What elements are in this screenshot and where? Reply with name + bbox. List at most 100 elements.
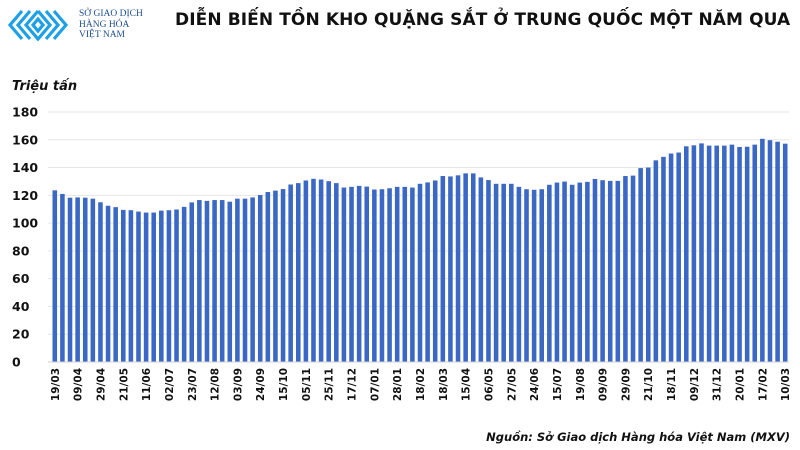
bar <box>775 141 780 362</box>
y-tick-label: 0 <box>12 355 21 370</box>
x-tick-label: 24/09 <box>255 368 267 401</box>
bar <box>547 184 552 362</box>
bar <box>250 197 255 362</box>
bar <box>691 145 697 362</box>
bar <box>653 160 659 362</box>
bar <box>189 202 195 362</box>
chart-title: DIỄN BIẾN TỒN KHO QUẶNG SẮT Ở TRUNG QUỐC… <box>175 10 791 30</box>
x-tick-label: 09/12 <box>689 368 701 401</box>
bar <box>782 143 788 362</box>
bar <box>539 189 545 362</box>
bar <box>722 145 727 362</box>
x-tick-label: 23/07 <box>187 368 199 401</box>
mxv-logo <box>8 9 69 42</box>
bar <box>440 176 446 362</box>
bar <box>767 140 773 362</box>
bar <box>387 188 392 362</box>
x-tick-label: 25/11 <box>324 368 336 401</box>
x-tick-label: 02/07 <box>164 368 176 401</box>
x-tick-label: 18/03 <box>438 368 450 401</box>
bar <box>410 187 415 362</box>
bar <box>394 186 400 362</box>
x-tick-label: 12/08 <box>210 368 222 401</box>
bar <box>143 212 149 362</box>
bar <box>714 145 720 362</box>
bar <box>402 186 408 362</box>
bar <box>645 167 651 362</box>
bar <box>501 183 506 362</box>
bar <box>432 180 438 362</box>
bar <box>638 168 643 362</box>
bar <box>562 181 567 362</box>
x-tick-label: 15/10 <box>278 368 290 401</box>
y-tick-label: 40 <box>12 299 30 314</box>
bar <box>288 184 293 362</box>
bar <box>668 153 674 362</box>
bar <box>227 201 233 362</box>
x-tick-label: 28/01 <box>392 368 404 401</box>
bar <box>235 198 240 362</box>
x-tick-label: 05/11 <box>301 368 313 401</box>
y-tick-label: 180 <box>12 105 38 120</box>
bar <box>197 200 202 362</box>
bar <box>257 195 263 362</box>
bar <box>569 184 575 362</box>
bar <box>82 197 88 362</box>
bar <box>661 156 666 362</box>
bar <box>463 173 468 362</box>
bar <box>75 197 80 362</box>
bar <box>159 210 164 362</box>
x-tick-label: 07/01 <box>369 368 381 401</box>
bar <box>60 193 65 362</box>
bar <box>623 176 628 362</box>
x-tick-label: 09/09 <box>598 368 610 401</box>
bar <box>181 206 187 362</box>
x-tick-label: 21/10 <box>643 368 655 401</box>
x-tick-label: 17/02 <box>757 368 769 401</box>
y-tick-label: 20 <box>12 327 30 342</box>
bar <box>52 190 58 362</box>
x-tick-label: 11/06 <box>141 368 153 401</box>
x-tick-label: 31/12 <box>712 368 724 401</box>
x-tick-label: 29/09 <box>620 368 632 401</box>
bar <box>585 181 590 362</box>
x-tick-label: 19/03 <box>50 368 62 401</box>
bar <box>760 138 765 362</box>
y-tick-label: 140 <box>12 160 38 175</box>
bar <box>364 186 370 362</box>
bar <box>212 200 217 362</box>
bar <box>676 152 681 362</box>
bar <box>136 211 141 362</box>
bar <box>615 180 621 362</box>
bar <box>630 175 636 362</box>
y-tick-label: 160 <box>12 132 38 147</box>
bar <box>729 144 735 362</box>
y-tick-label: 100 <box>12 216 38 231</box>
y-tick-label: 60 <box>12 271 30 286</box>
bar <box>592 178 598 362</box>
bar <box>90 198 96 362</box>
bar <box>174 209 179 362</box>
x-tick-label: 19/08 <box>575 368 587 401</box>
bar <box>486 180 491 362</box>
x-tick-label: 21/05 <box>118 368 130 401</box>
bar <box>265 192 271 362</box>
x-tick-label: 10/03 <box>780 368 792 401</box>
bar <box>280 189 286 362</box>
bar <box>752 144 758 362</box>
bar <box>379 189 385 362</box>
bar <box>120 209 126 362</box>
bar <box>607 180 613 362</box>
bar <box>318 179 324 362</box>
x-tick-label: 18/11 <box>666 368 678 401</box>
bar <box>425 182 430 362</box>
bar <box>509 183 514 362</box>
y-tick-label: 120 <box>12 188 38 203</box>
x-tick-label: 29/04 <box>95 368 107 401</box>
bar <box>113 207 118 362</box>
bar <box>242 198 248 362</box>
bar <box>706 145 712 362</box>
x-tick-label: 17/12 <box>347 368 359 401</box>
bar <box>204 200 210 362</box>
